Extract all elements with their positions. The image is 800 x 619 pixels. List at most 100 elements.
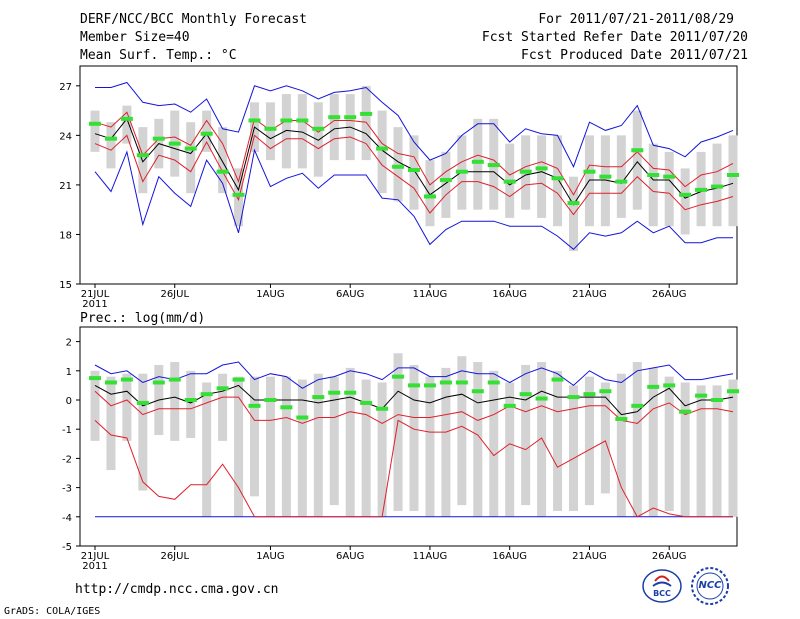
prec-observation-mark [136, 400, 149, 405]
temp-y-tick-label: 21 [59, 181, 72, 192]
temp-observation-mark [679, 192, 692, 197]
temp-outer-low-line [94, 148, 733, 250]
prec-spread-box [728, 379, 738, 517]
prec-spread-box [457, 356, 467, 506]
temp-spread-box [281, 94, 291, 169]
temp-spread-box [425, 160, 435, 227]
temp-y-tick-label: 18 [59, 230, 72, 241]
temp-spread-box [297, 94, 307, 169]
prec-observation-mark [296, 415, 309, 420]
prec-spread-box [281, 376, 291, 517]
prec-observation-mark [615, 416, 628, 421]
prec-x-tick-label: 11AUG [413, 551, 448, 562]
prec-observation-mark [471, 389, 484, 394]
temp-observation-mark [200, 131, 213, 136]
temp-observation-mark [344, 115, 357, 120]
temp-spread-box [728, 135, 738, 227]
prec-spread-box [393, 353, 403, 511]
temp-observation-mark [89, 121, 101, 126]
temp-observation-mark [184, 146, 197, 151]
temp-outer-high-line [95, 81, 734, 168]
temp-observation-mark [519, 169, 532, 174]
prec-observation-mark [360, 400, 373, 405]
prec-observation-mark [376, 406, 389, 411]
prec-spread-box [409, 364, 419, 511]
temp-spread-box [313, 102, 323, 177]
prec-y-tick-label: -2 [62, 454, 72, 465]
variable-label: Mean Surf. Temp.: °C [80, 48, 237, 63]
prec-spread-box [265, 376, 275, 517]
member-size: Member Size=40 [80, 30, 190, 45]
prec-observation-mark [200, 392, 213, 397]
prec-spread-box [90, 370, 100, 441]
prec-observation-mark [232, 377, 245, 382]
prec-x-tick-label: 1AUG [256, 551, 284, 562]
prec-observation-mark [679, 409, 692, 414]
prec-spread-box [425, 376, 435, 517]
prec-y-tick-label: 2 [66, 338, 72, 349]
temp-spread-box [122, 105, 132, 144]
temp-spread-box [393, 127, 403, 202]
temp-observation-mark [727, 173, 739, 177]
temp-observation-mark [280, 118, 293, 123]
temp-spread-box [473, 118, 483, 210]
prec-spread-box [632, 362, 642, 517]
prec-spread-box [313, 373, 323, 517]
prec-inner-low-line [94, 419, 733, 518]
temp-observation-mark [695, 187, 708, 192]
temp-x-tick-label: 6AUG [336, 289, 364, 300]
prec-spread-box [250, 376, 259, 497]
temp-inner-low-line [94, 134, 734, 216]
temp-observation-mark [631, 148, 644, 153]
temp-observation-mark [599, 174, 612, 179]
temp-observation-mark [392, 164, 405, 169]
temp-observation-mark [551, 176, 564, 181]
prec-spread-box [345, 367, 355, 517]
temp-observation-mark [615, 179, 628, 184]
temp-spread-box [90, 110, 100, 152]
prec-x-tick-label: 26JUL [160, 551, 189, 562]
temp-x-year-label: 2011 [82, 299, 107, 310]
chart-title: DERF/NCC/BCC Monthly Forecast [80, 12, 307, 27]
prec-observation-mark [89, 376, 101, 381]
prec-x-tick-label: 26AUG [652, 551, 687, 562]
source-url[interactable]: http://cmdp.ncc.cma.gov.cn [75, 582, 279, 597]
temp-observation-mark [168, 141, 181, 146]
temp-observation-mark [535, 166, 548, 171]
temp-spread-box [409, 135, 419, 210]
prec-x-tick-label: 21JUL [81, 551, 110, 562]
prec-observation-mark [695, 393, 708, 398]
temp-spread-box [202, 110, 212, 152]
temp-observation-mark [455, 169, 468, 174]
prec-spread-box [329, 376, 339, 506]
prec-observation-mark [184, 398, 197, 402]
prec-observation-mark [711, 398, 724, 402]
prec-observation-mark [551, 377, 564, 382]
prec-spread-box [170, 362, 180, 441]
prec-y-tick-label: -5 [62, 542, 72, 553]
temp-observation-mark [120, 116, 133, 121]
prec-observation-mark [519, 392, 532, 397]
temp-observation-mark [232, 192, 245, 197]
temp-x-tick-label: 21JUL [81, 289, 110, 300]
temp-spread-box [138, 127, 148, 194]
prec-y-tick-label: 1 [66, 367, 72, 378]
prec-spread-box [569, 385, 578, 511]
temp-observation-mark [471, 159, 484, 164]
temp-spread-box [648, 143, 658, 227]
temp-observation-mark [328, 115, 341, 120]
prec-spread-box [489, 370, 499, 517]
temp-spread-box [265, 102, 275, 161]
temp-observation-mark [312, 126, 325, 131]
temp-observation-mark [647, 173, 660, 177]
temp-x-tick-label: 21AUG [572, 289, 607, 300]
precip-label: Prec.: log(mm/d) [80, 311, 206, 326]
prec-spread-box [553, 370, 563, 511]
prec-spread-box [648, 367, 658, 517]
prec-y-tick-label: -4 [62, 513, 72, 524]
temp-observation-mark [711, 184, 724, 189]
temp-observation-mark [408, 168, 420, 173]
temp-y-tick-label: 24 [59, 131, 72, 142]
prec-observation-mark [120, 377, 133, 382]
